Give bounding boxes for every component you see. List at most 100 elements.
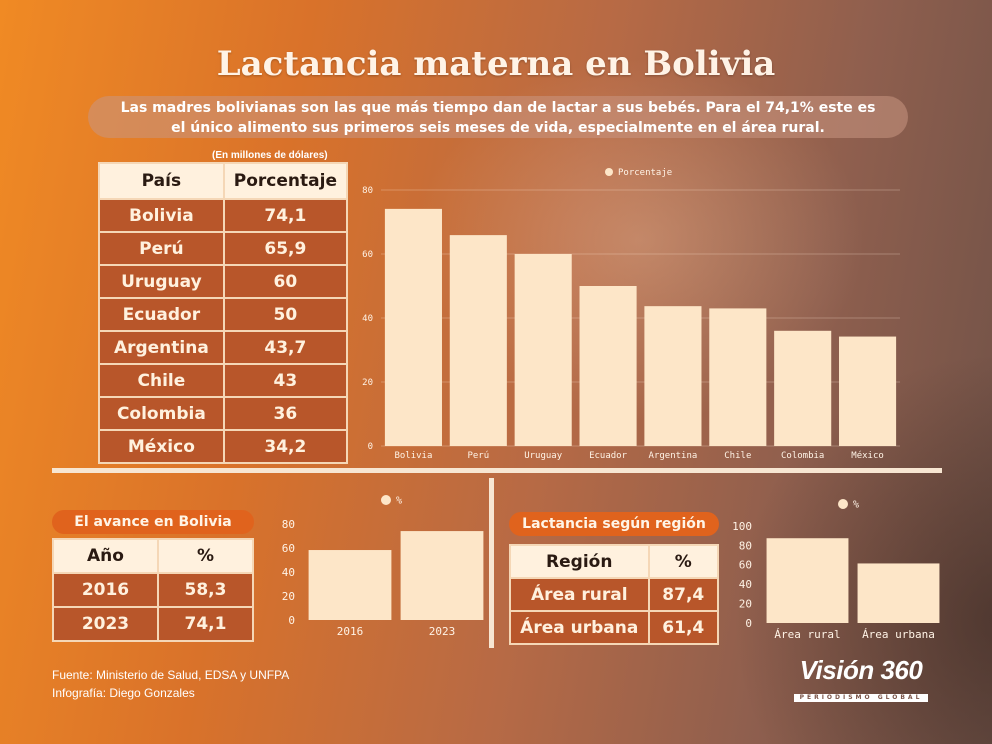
region-cell: Área rural xyxy=(509,577,650,612)
x-tick-label: Área rural xyxy=(774,628,840,641)
country-bar-chart: 0 20 40 60 80 Bolivia Perú Uruguay Ecuador Argent… xyxy=(362,168,900,461)
table-row: Bolivia 74,1 xyxy=(98,198,349,233)
y-tick-label: 80 xyxy=(739,539,752,552)
x-tick-label: Chile xyxy=(724,451,751,461)
bar xyxy=(400,531,484,620)
y-tick-label: 40 xyxy=(282,566,295,579)
x-tick-label: Bolivia xyxy=(394,451,432,461)
country-cell: Uruguay xyxy=(98,264,225,299)
y-tick-label: 20 xyxy=(282,590,295,603)
legend-marker xyxy=(838,499,848,509)
x-tick-label: México xyxy=(851,450,884,461)
bar xyxy=(514,254,572,446)
year-cell: 2016 xyxy=(52,572,159,608)
y-tick-label: 0 xyxy=(745,617,752,630)
author-credit: Infografía: Diego Gonzales xyxy=(52,686,195,700)
x-tick-label: Ecuador xyxy=(589,451,628,461)
logo-tagline: PERIODISMO GLOBAL xyxy=(793,694,929,702)
logo-wordmark: Visión 360 xyxy=(799,655,923,685)
y-tick-label: 40 xyxy=(362,314,373,324)
region-cell: Área urbana xyxy=(509,610,650,645)
value-cell: 65,9 xyxy=(222,231,349,266)
value-cell: 43,7 xyxy=(222,330,349,365)
x-tick-label: 2023 xyxy=(429,625,456,638)
y-tick-label: 80 xyxy=(362,186,373,196)
country-cell: Colombia xyxy=(98,396,225,431)
value-cell: 87,4 xyxy=(647,577,720,612)
value-cell: 58,3 xyxy=(156,572,255,608)
region-section-label: Lactancia según región xyxy=(509,512,719,536)
x-tick-label: Argentina xyxy=(649,451,698,461)
region-bar-chart: 0 20 40 60 80 100 Área rural Área urbana% xyxy=(732,499,940,641)
table-header-row: Región % xyxy=(509,544,720,579)
legend-label: Porcentaje xyxy=(618,168,672,178)
legend-marker xyxy=(381,495,391,505)
table-row: Área rural 87,4 xyxy=(509,577,720,612)
table-row: Ecuador 50 xyxy=(98,297,349,332)
bar xyxy=(449,235,507,446)
country-cell: Argentina xyxy=(98,330,225,365)
avance-section-label: El avance en Bolivia xyxy=(52,510,254,534)
y-tick-label: 60 xyxy=(362,250,373,260)
value-cell: 50 xyxy=(222,297,349,332)
table-row: Argentina 43,7 xyxy=(98,330,349,365)
country-cell: Chile xyxy=(98,363,225,398)
table-row: 2023 74,1 xyxy=(52,606,255,642)
y-tick-label: 20 xyxy=(362,378,373,388)
x-tick-label: Área urbana xyxy=(862,628,935,641)
avance-table: Año % 2016 58,3 2023 74,1 xyxy=(52,538,255,642)
y-tick-label: 20 xyxy=(739,597,752,610)
table-row: 2016 58,3 xyxy=(52,572,255,608)
value-cell: 60 xyxy=(222,264,349,299)
y-tick-label: 60 xyxy=(282,542,295,555)
value-cell: 36 xyxy=(222,396,349,431)
bar xyxy=(857,563,940,623)
y-tick-label: 40 xyxy=(739,578,752,591)
y-tick-label: 60 xyxy=(739,559,752,572)
x-tick-label: Perú xyxy=(467,451,489,461)
y-tick-label: 0 xyxy=(288,614,295,627)
table-row: Uruguay 60 xyxy=(98,264,349,299)
region-table: Región % Área rural 87,4 Área urbana 61,4 xyxy=(509,544,720,645)
table-row: Perú 65,9 xyxy=(98,231,349,266)
bar xyxy=(774,330,832,446)
country-cell: México xyxy=(98,429,225,464)
table-header-row: País Porcentaje xyxy=(98,162,349,200)
header-year: Año xyxy=(52,538,159,574)
bar xyxy=(579,286,637,446)
value-cell: 74,1 xyxy=(156,606,255,642)
table-row: Área urbana 61,4 xyxy=(509,610,720,645)
bar xyxy=(709,308,767,446)
header-country: País xyxy=(98,162,225,200)
horizontal-divider xyxy=(52,468,942,473)
x-tick-label: Uruguay xyxy=(524,451,563,461)
y-tick-label: 100 xyxy=(732,520,752,533)
table-header-row: Año % xyxy=(52,538,255,574)
legend-marker xyxy=(605,168,613,176)
vertical-divider xyxy=(489,478,494,648)
table-row: México 34,2 xyxy=(98,429,349,464)
subtitle-box: Las madres bolivianas son las que más ti… xyxy=(88,96,908,138)
avance-bar-chart: 0 20 40 60 80 2016 2023% xyxy=(282,495,484,638)
value-cell: 34,2 xyxy=(222,429,349,464)
vision360-logo: Visión 360 PERIODISMO GLOBAL xyxy=(786,656,936,703)
page-title: Lactancia materna en Bolivia xyxy=(216,44,776,84)
legend-label: % xyxy=(396,496,402,507)
bar xyxy=(384,208,442,446)
x-tick-label: Colombia xyxy=(781,451,824,461)
country-table: País Porcentaje Bolivia 74,1 Perú 65,9 Uru… xyxy=(98,162,349,464)
value-cell: 61,4 xyxy=(647,610,720,645)
bar xyxy=(839,336,897,446)
header-percent: % xyxy=(647,544,720,579)
value-cell: 43 xyxy=(222,363,349,398)
country-cell: Perú xyxy=(98,231,225,266)
header-percentage: Porcentaje xyxy=(222,162,349,200)
year-cell: 2023 xyxy=(52,606,159,642)
subtitle-line-2: el único alimento sus primeros seis mese… xyxy=(171,120,825,136)
country-cell: Bolivia xyxy=(98,198,225,233)
table-row: Colombia 36 xyxy=(98,396,349,431)
table-row: Chile 43 xyxy=(98,363,349,398)
bar xyxy=(766,538,849,623)
value-cell: 74,1 xyxy=(222,198,349,233)
x-tick-label: 2016 xyxy=(337,625,364,638)
